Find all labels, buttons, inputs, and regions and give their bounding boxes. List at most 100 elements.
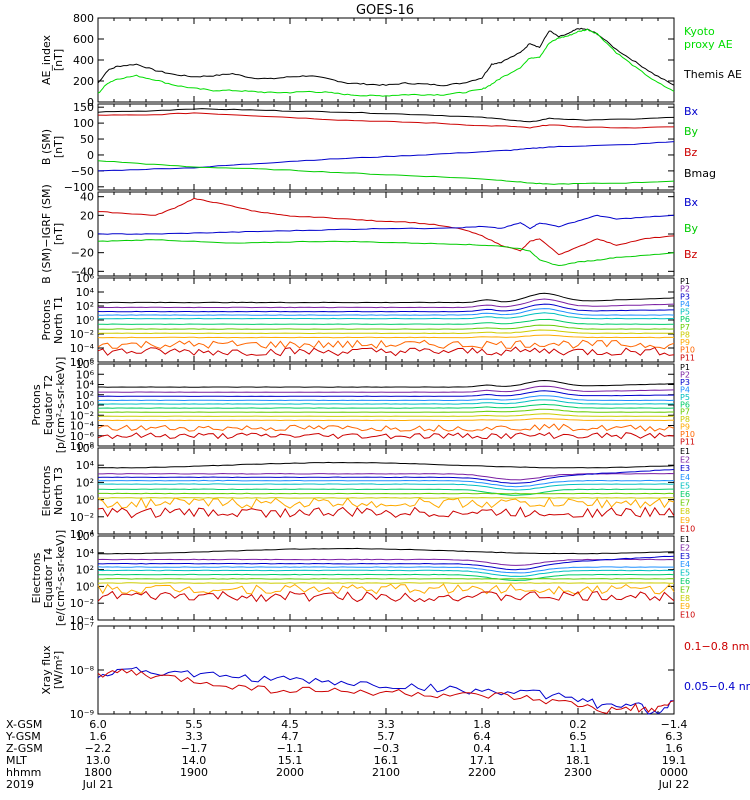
channel-legend-label: P6 [680,315,690,324]
channel-line-2 [98,385,675,393]
ephemeris-value: 2000 [276,766,304,779]
ephemeris-value: 1.1 [569,742,587,755]
y-axis-label: Electrons [30,552,43,603]
channel-line-7 [98,492,675,495]
y-tick-label: 100 [73,117,94,130]
ephemeris-value: 2100 [372,766,400,779]
y-tick-label: 10⁴ [76,547,95,560]
channel-legend-label: P7 [680,408,690,417]
channel-line-1 [97,461,675,469]
channel-line-5 [98,312,675,320]
series-line-2 [97,112,674,129]
channel-line-2 [97,298,675,309]
channel-line-3 [97,390,674,397]
channel-legend-label: E6 [680,490,690,499]
y-axis-label: Protons [40,299,53,340]
y-axis-label: [p/(cm²-s-sr-keV)] [54,357,67,454]
channel-legend-label: P5 [680,393,690,402]
channel-legend-label: P1 [680,363,690,372]
channel-legend-label: E1 [680,447,690,456]
ephemeris-value: 13.0 [86,754,111,767]
channel-line-4 [97,479,675,488]
ephemeris-row-label: MLT [6,754,27,767]
y-tick-label: 10⁻⁸ [70,440,95,453]
channel-line-8 [97,413,675,417]
ephemeris-value: 5.5 [185,718,203,731]
channel-legend-label: P2 [680,285,690,294]
ephemeris-value: 17.1 [470,754,495,767]
channel-line-2 [98,472,675,481]
channel-legend-label: E3 [680,464,690,473]
y-axis-label: AE_index [40,34,53,85]
channel-legend-label: P4 [680,300,690,309]
channel-legend-label: P9 [680,338,690,347]
ephemeris-row-label: Z-GSM [6,742,43,755]
y-tick-label: 10⁻⁹ [70,708,94,721]
legend-label: Bx [684,196,699,209]
channel-line-2 [97,558,675,566]
y-tick-label: 800 [73,12,94,25]
y-tick-label: 0 [87,228,94,241]
ephemeris-value: 16.1 [374,754,399,767]
y-tick-label: 10⁻⁴ [70,342,95,355]
y-axis-label: [nT] [52,49,65,71]
y-tick-label: 10² [76,389,94,402]
legend-label: 0.05−0.4 nm [684,680,750,693]
ephemeris-value: Jul 22 [658,778,690,791]
ephemeris-value: 0000 [660,766,688,779]
y-axis-label: [nT] [52,136,65,158]
panel-frame [97,17,675,103]
panel-3: −40 −20 0 20 40 B (SM)−IGRF (SM) [nT] Bx By Bz [40,184,699,284]
y-tick-label: 0 [87,149,94,162]
channel-line-10 [97,590,675,603]
y-tick-label: 10⁸ [76,358,95,371]
channel-line-10 [97,423,675,432]
channel-legend-label: P11 [680,353,695,362]
legend-label: Themis AE [683,68,742,81]
y-tick-label: 400 [73,54,94,67]
series-line-1 [98,197,675,256]
ephemeris-value: 2200 [468,766,496,779]
ephemeris-row-label: hhmm [6,766,41,779]
legend-label: By [684,222,699,235]
channel-legend-label: E6 [680,577,690,586]
channel-line-9 [97,334,674,339]
y-axis-label: Xray flux [40,645,53,695]
ephemeris-value: 6.4 [473,730,491,743]
series-line-1 [97,108,675,123]
series-line-3 [97,239,675,267]
ephemeris-row-label: Y-GSM [5,730,41,743]
y-axis-label: North T1 [52,296,65,344]
channel-line-9 [97,418,675,422]
legend-label: 0.1−0.8 nm [684,640,749,653]
channel-line-6 [97,318,674,325]
channel-legend-label: E10 [680,524,695,533]
y-tick-label: 10² [76,300,94,313]
ephemeris-value: −1.1 [277,742,304,755]
legend-label: Bz [684,248,698,261]
y-axis-label: [e/(cm²-s-sr-keV)] [54,530,67,626]
y-tick-label: 10⁰ [76,314,95,327]
channel-line-6 [97,573,675,582]
plot-title: GOES-16 [356,3,414,18]
channel-line-8 [97,582,674,584]
channel-legend-label: P7 [680,323,690,332]
legend-label: Bx [684,105,699,118]
ephemeris-row-label: X-GSM [6,718,42,731]
channel-line-4 [97,395,675,402]
channel-legend-label: P8 [680,330,690,339]
channel-legend-label: E9 [680,516,690,525]
y-tick-label: 600 [73,33,94,46]
ephemeris-value: 0.4 [473,742,491,755]
y-tick-label: 10⁻⁶ [70,430,95,443]
y-axis-label: North T3 [52,467,65,515]
legend-label: By [684,125,699,138]
channel-line-6 [98,488,674,496]
channel-line-8 [98,497,675,499]
series-line-4 [97,160,675,185]
ephemeris-value: −0.3 [373,742,400,755]
y-tick-label: 10² [76,476,94,489]
